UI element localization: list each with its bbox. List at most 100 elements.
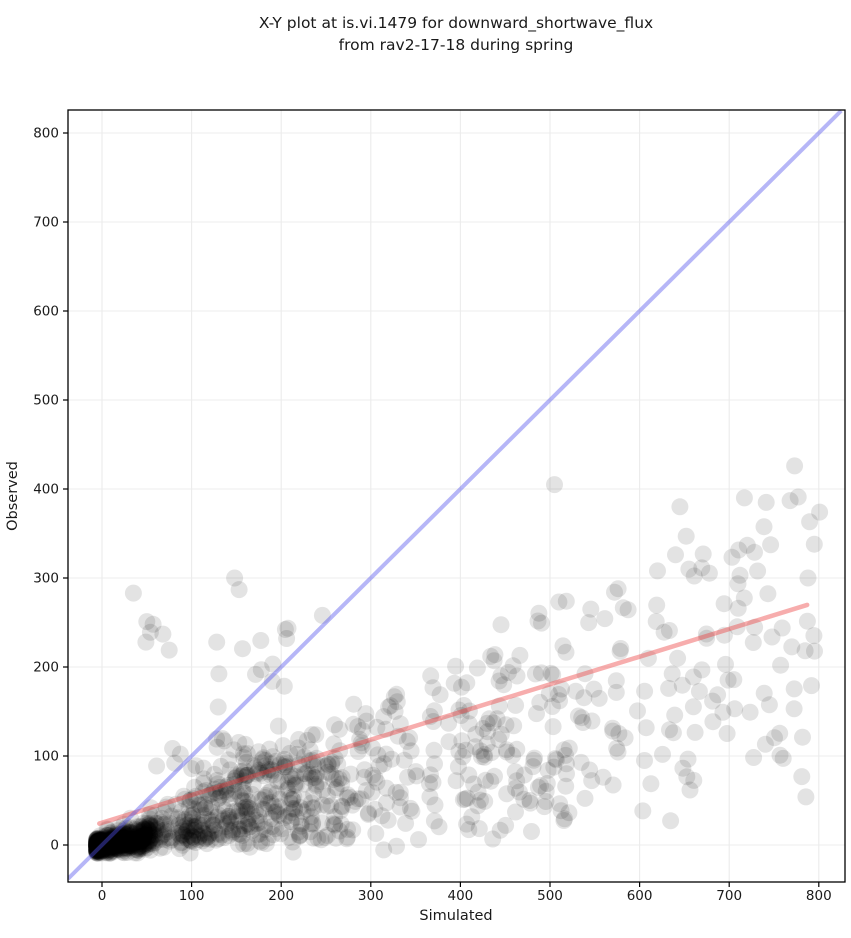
scatter-point: [141, 623, 159, 641]
scatter-point: [89, 833, 107, 850]
scatter-point: [133, 827, 151, 845]
scatter-point: [498, 785, 516, 803]
scatter-point: [485, 652, 503, 670]
scatter-point: [134, 837, 152, 855]
scatter-point: [785, 680, 803, 698]
scatter-point: [363, 783, 381, 801]
scatter-point: [122, 830, 140, 848]
scatter-point: [580, 614, 598, 632]
scatter-point: [151, 830, 169, 848]
scatter-point: [594, 768, 612, 786]
scatter-point: [254, 749, 272, 767]
scatter-point: [89, 842, 106, 860]
scatter-point: [126, 841, 144, 858]
scatter-point: [511, 646, 529, 664]
scatter-point: [476, 748, 494, 766]
scatter-point: [98, 833, 116, 850]
scatter-point: [98, 834, 115, 852]
scatter-point: [557, 592, 575, 610]
scatter-point: [421, 708, 439, 725]
x-tick-label: 600: [627, 888, 653, 904]
scatter-point: [100, 831, 118, 849]
scatter-point: [108, 836, 126, 854]
scatter-point: [99, 835, 117, 853]
scatter-point: [114, 833, 132, 851]
scatter-point: [325, 735, 343, 753]
scatter-point: [113, 837, 131, 855]
scatter-point: [178, 822, 196, 840]
scatter-point: [735, 489, 753, 507]
scatter-point: [108, 840, 125, 858]
scatter-point: [112, 841, 130, 859]
scatter-point: [608, 739, 626, 757]
scatter-point: [235, 761, 253, 779]
scatter-point: [88, 838, 106, 856]
scatter-point: [118, 834, 136, 852]
scatter-point: [106, 834, 124, 851]
scatter-point: [391, 783, 409, 801]
scatter-point: [115, 839, 133, 857]
scatter-point: [260, 784, 278, 801]
scatter-point: [236, 819, 254, 837]
scatter-point: [88, 830, 106, 848]
scatter-point: [344, 796, 361, 814]
scatter-point: [169, 810, 187, 828]
scatter-point: [121, 833, 139, 851]
scatter-point: [88, 839, 106, 857]
scatter-point: [109, 834, 127, 852]
scatter-point: [101, 841, 119, 859]
scatter-point: [103, 831, 121, 849]
scatter-point: [114, 829, 132, 847]
scatter-point: [537, 793, 555, 810]
scatter-point: [88, 839, 106, 857]
scatter-point: [92, 835, 110, 853]
scatter-point: [104, 833, 122, 851]
scatter-point: [116, 835, 134, 853]
scatter-point: [323, 753, 341, 771]
scatter-point: [357, 782, 375, 799]
scatter-point: [117, 819, 135, 837]
scatter-point: [110, 828, 128, 846]
scatter-point: [194, 774, 212, 792]
scatter-point: [507, 696, 525, 714]
scatter-point: [138, 814, 156, 832]
scatter-point: [284, 800, 301, 818]
scatter-point: [121, 827, 138, 845]
scatter-point: [105, 833, 123, 851]
scatter-point: [90, 830, 108, 848]
scatter-point: [173, 822, 191, 840]
scatter-point: [117, 824, 135, 842]
scatter-point: [264, 826, 282, 844]
scatter-point: [178, 816, 196, 834]
scatter-point: [132, 840, 150, 858]
scatter-point: [88, 837, 106, 855]
scatter-point: [235, 749, 253, 767]
scatter-point: [207, 831, 225, 849]
scatter-point: [102, 832, 120, 850]
axes-box: [67, 109, 846, 883]
scatter-point: [88, 842, 106, 860]
scatter-point: [550, 593, 568, 611]
scatter-point: [270, 807, 288, 824]
scatter-point: [484, 714, 502, 732]
scatter-point: [403, 802, 421, 820]
scatter-point: [243, 785, 261, 803]
scatter-point: [88, 831, 106, 849]
scatter-point: [803, 677, 820, 695]
scatter-point: [90, 832, 108, 849]
scatter-point: [91, 834, 109, 852]
scatter-point: [551, 795, 569, 813]
scatter-point: [155, 816, 173, 833]
scatter-point: [811, 503, 829, 521]
scatter-point: [279, 773, 297, 791]
scatter-point: [111, 833, 129, 851]
scatter-point: [122, 830, 140, 848]
scatter-point: [105, 836, 123, 854]
scatter-point: [771, 724, 789, 742]
scatter-point: [301, 815, 319, 833]
scatter-point: [666, 706, 684, 724]
scatter-point: [198, 835, 216, 853]
scatter-point: [492, 725, 510, 743]
scatter-point: [258, 763, 276, 781]
scatter-point: [264, 803, 282, 821]
